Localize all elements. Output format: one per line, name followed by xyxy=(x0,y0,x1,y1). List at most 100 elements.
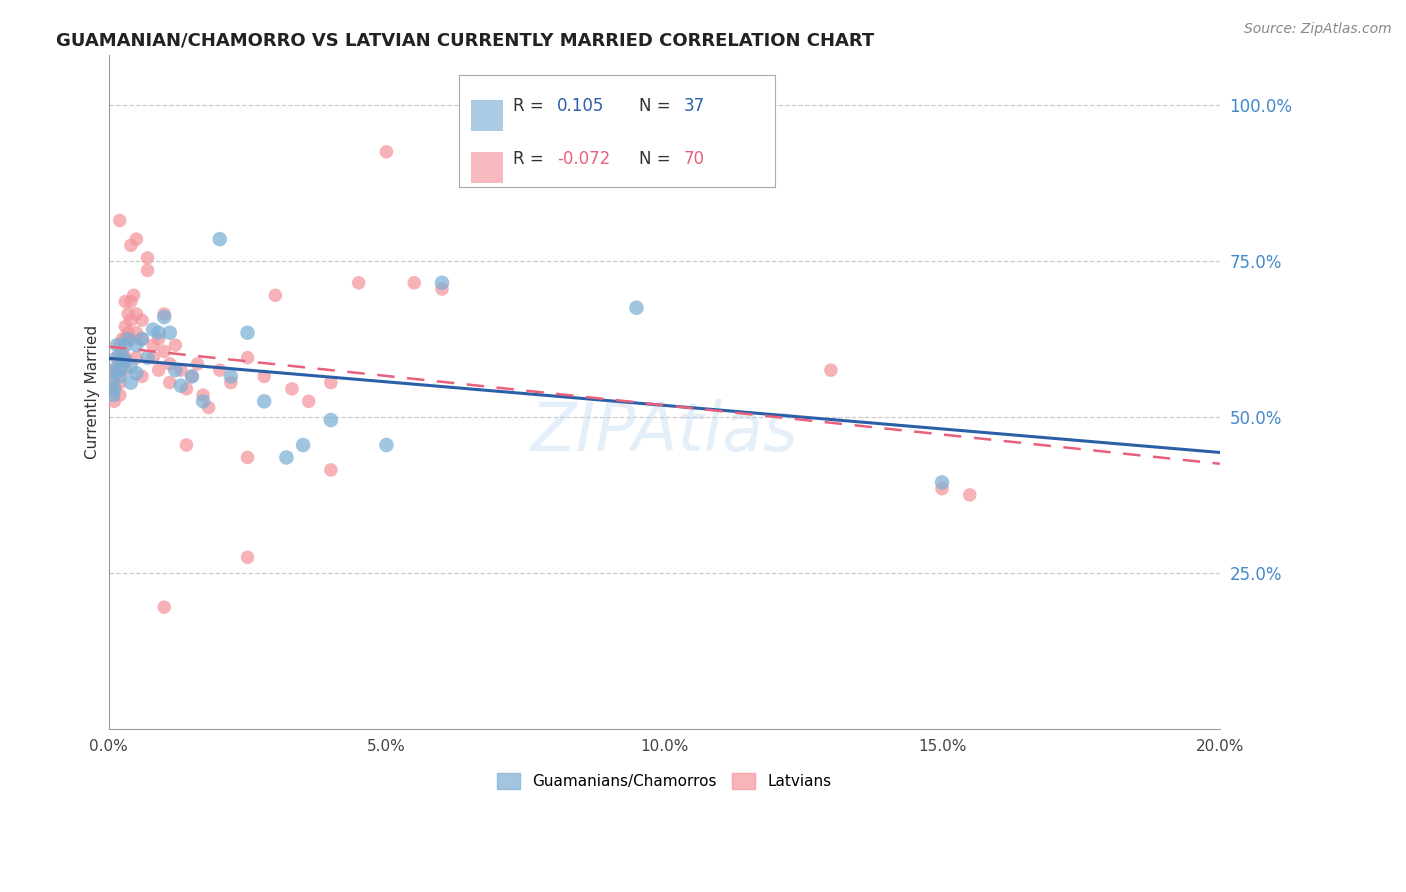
Point xyxy=(375,438,398,452)
Point xyxy=(931,475,953,490)
Point xyxy=(105,363,128,377)
Point xyxy=(105,351,128,365)
Point xyxy=(153,310,176,325)
Point xyxy=(319,463,342,477)
Point xyxy=(100,382,122,396)
Point xyxy=(125,366,148,380)
Point xyxy=(236,450,259,465)
Point xyxy=(120,332,142,346)
Point xyxy=(114,351,136,365)
Point xyxy=(959,488,981,502)
Point xyxy=(122,288,145,302)
Point xyxy=(108,376,131,390)
Point xyxy=(159,376,181,390)
Point xyxy=(176,438,198,452)
Point xyxy=(108,213,131,227)
Point xyxy=(136,351,159,365)
Point xyxy=(236,326,259,340)
Point xyxy=(142,351,165,365)
Point xyxy=(153,344,176,359)
Point xyxy=(253,369,276,384)
Point xyxy=(219,369,242,384)
Point xyxy=(281,382,304,396)
Point xyxy=(142,338,165,352)
Point xyxy=(120,359,142,374)
Point xyxy=(170,378,193,392)
Point xyxy=(125,326,148,340)
Point xyxy=(120,376,142,390)
Point xyxy=(114,294,136,309)
Point xyxy=(114,319,136,334)
Point xyxy=(117,332,139,346)
Point xyxy=(236,351,259,365)
Point xyxy=(186,357,208,371)
Point xyxy=(131,369,153,384)
Point xyxy=(219,376,242,390)
Point xyxy=(111,332,134,346)
Point xyxy=(117,307,139,321)
Point xyxy=(319,376,342,390)
Point xyxy=(105,338,128,352)
Point xyxy=(264,288,287,302)
Point xyxy=(101,388,124,402)
Point xyxy=(131,313,153,327)
Point xyxy=(105,351,128,365)
Point xyxy=(136,251,159,265)
Text: Source: ZipAtlas.com: Source: ZipAtlas.com xyxy=(1244,22,1392,37)
Point xyxy=(125,307,148,321)
Point xyxy=(108,369,131,384)
Point xyxy=(170,363,193,377)
Point xyxy=(191,394,214,409)
Point xyxy=(120,313,142,327)
Point xyxy=(208,363,231,377)
Point xyxy=(375,145,398,159)
Point xyxy=(103,382,125,396)
Point xyxy=(159,357,181,371)
Point xyxy=(103,363,125,377)
Point xyxy=(148,326,170,340)
Point xyxy=(125,338,148,352)
Point xyxy=(101,363,124,377)
Text: GUAMANIAN/CHAMORRO VS LATVIAN CURRENTLY MARRIED CORRELATION CHART: GUAMANIAN/CHAMORRO VS LATVIAN CURRENTLY … xyxy=(56,31,875,49)
Point xyxy=(319,413,342,427)
Point xyxy=(191,388,214,402)
Point xyxy=(347,276,370,290)
Point xyxy=(148,363,170,377)
Point xyxy=(430,276,453,290)
Point xyxy=(131,332,153,346)
Y-axis label: Currently Married: Currently Married xyxy=(86,325,100,459)
Point xyxy=(148,332,170,346)
Point xyxy=(103,369,125,384)
Point xyxy=(820,363,842,377)
Point xyxy=(159,326,181,340)
Point xyxy=(108,388,131,402)
Point xyxy=(404,276,426,290)
Point xyxy=(108,363,131,377)
Point xyxy=(197,401,219,415)
Point xyxy=(131,332,153,346)
Text: ZIPAtlas: ZIPAtlas xyxy=(530,400,799,466)
Point xyxy=(100,376,122,390)
Point xyxy=(136,263,159,277)
Point xyxy=(125,351,148,365)
Point xyxy=(181,369,204,384)
Point xyxy=(114,353,136,368)
Point xyxy=(103,382,125,396)
Legend: Guamanians/Chamorros, Latvians: Guamanians/Chamorros, Latvians xyxy=(491,767,838,796)
Point xyxy=(165,363,187,377)
Point xyxy=(114,363,136,377)
Point xyxy=(236,550,259,565)
Point xyxy=(181,369,204,384)
Point xyxy=(430,282,453,296)
Point xyxy=(153,307,176,321)
Point xyxy=(108,357,131,371)
Point xyxy=(142,323,165,337)
Point xyxy=(208,232,231,246)
Point xyxy=(165,338,187,352)
Point xyxy=(114,332,136,346)
Point xyxy=(103,394,125,409)
Point xyxy=(120,294,142,309)
Point xyxy=(298,394,321,409)
Point xyxy=(626,301,648,315)
Point xyxy=(111,351,134,365)
